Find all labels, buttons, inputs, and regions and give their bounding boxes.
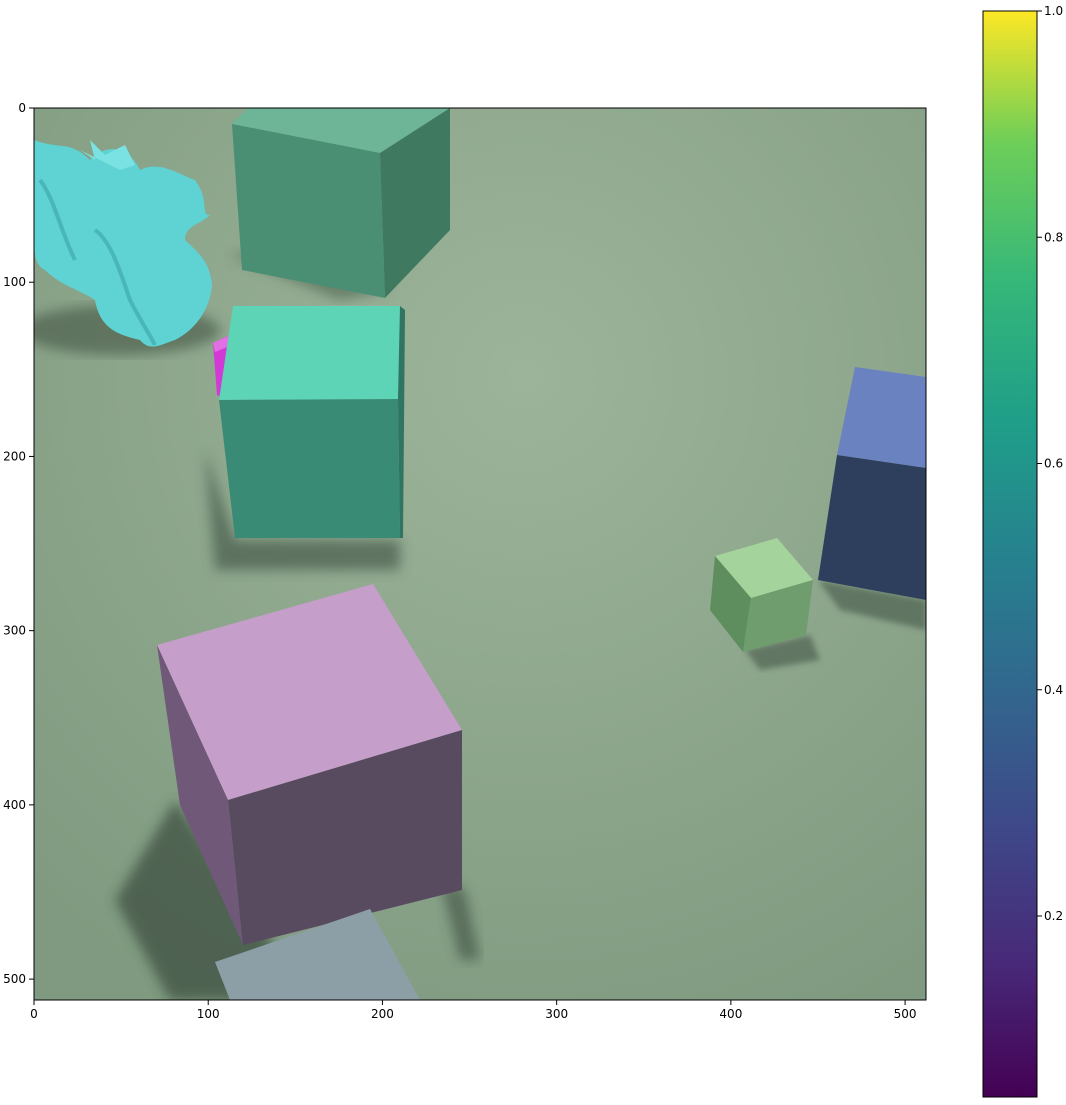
x-tick-label: 300 <box>545 1007 568 1021</box>
colorbar-tick-label: 0.8 <box>1044 230 1063 244</box>
cube-purple <box>157 584 462 945</box>
shadow <box>745 635 820 670</box>
dragon <box>34 140 212 347</box>
rendered-scene-image <box>34 108 926 1000</box>
image-frame <box>33 107 927 1001</box>
cube-gray <box>215 909 420 1000</box>
colorbar-tick-label: 0.4 <box>1044 683 1063 697</box>
cube-middle-teal <box>219 306 405 538</box>
colorbar-gradient <box>982 10 1038 1098</box>
x-tick-label: 500 <box>894 1007 917 1021</box>
colorbar-tick-label: 1.0 <box>1044 4 1063 18</box>
cube-green <box>710 538 813 652</box>
shadow <box>818 580 926 630</box>
y-tick-label: 400 <box>3 798 26 812</box>
y-axis: 0 100 200 300 400 500 <box>3 101 34 986</box>
x-tick-label: 400 <box>719 1007 742 1021</box>
colorbar-tick-label: 0.2 <box>1044 909 1063 923</box>
x-tick-label: 0 <box>30 1007 38 1021</box>
x-axis: 0 100 200 300 400 500 <box>30 1000 917 1021</box>
cube-top-teal <box>232 108 450 298</box>
cube-blue <box>818 367 926 600</box>
colorbar-ticks: 0.2 0.4 0.6 0.8 1.0 <box>1037 4 1063 923</box>
colorbar: 0.2 0.4 0.6 0.8 1.0 <box>982 4 1063 1098</box>
y-tick-label: 0 <box>18 101 26 115</box>
y-tick-label: 500 <box>3 972 26 986</box>
y-tick-label: 100 <box>3 275 26 289</box>
shadow <box>205 450 400 570</box>
colorbar-tick-label: 0.6 <box>1044 457 1063 471</box>
x-tick-label: 100 <box>197 1007 220 1021</box>
shadow <box>440 880 480 960</box>
y-tick-label: 200 <box>3 449 26 463</box>
x-tick-label: 200 <box>371 1007 394 1021</box>
y-tick-label: 300 <box>3 624 26 638</box>
